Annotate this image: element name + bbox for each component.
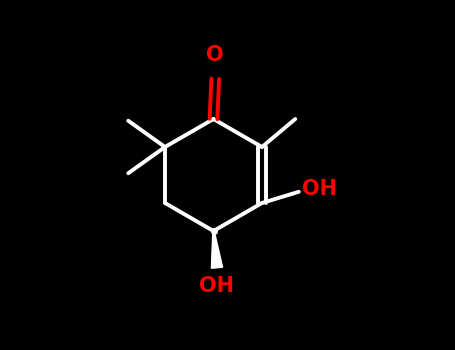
Text: OH: OH — [302, 179, 337, 199]
Polygon shape — [212, 231, 222, 268]
Text: OH: OH — [199, 276, 234, 296]
Text: O: O — [207, 46, 224, 65]
